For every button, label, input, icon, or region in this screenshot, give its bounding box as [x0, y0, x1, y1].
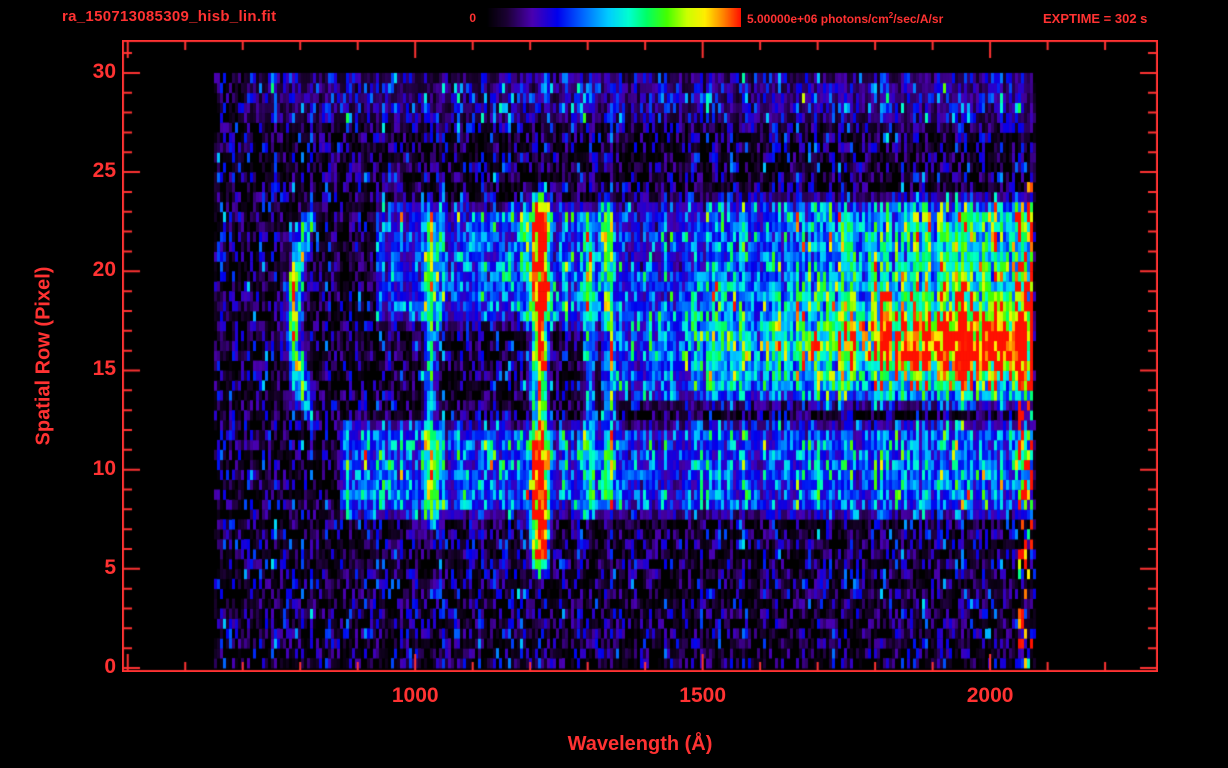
colorbar-min-label: 0: [469, 11, 476, 25]
colorbar-max-superscript: 2: [888, 11, 894, 20]
spectrogram-canvas: [122, 40, 1158, 672]
x-axis-title: Wavelength (Å): [567, 733, 713, 755]
y-tick-label: 20: [92, 258, 116, 282]
y-tick-label: 25: [92, 159, 116, 183]
y-tick-label: 5: [104, 555, 116, 579]
colorbar-max-label: 5.00000e+06 photons/cm2/sec/A/sr: [747, 11, 943, 26]
y-tick-label: 10: [92, 456, 116, 480]
x-tick-label: 2000: [966, 684, 1014, 707]
colorbar-max-suffix: /sec/A/sr: [893, 12, 944, 26]
y-axis-title: Spatial Row (Pixel): [32, 266, 55, 446]
y-tick-label: 15: [92, 357, 116, 381]
plot-title: ra_150713085309_hisb_lin.fit: [62, 8, 277, 25]
colorbar-gradient: [486, 8, 741, 27]
x-tick-label: 1000: [391, 684, 439, 707]
exptime-label: EXPTIME = 302 s: [1043, 11, 1148, 26]
colorbar-max-prefix: 5.00000e+06 photons/cm: [747, 12, 889, 26]
y-tick-label: 0: [104, 655, 116, 679]
y-tick-label: 30: [92, 59, 116, 83]
x-tick-label: 1500: [679, 684, 727, 707]
